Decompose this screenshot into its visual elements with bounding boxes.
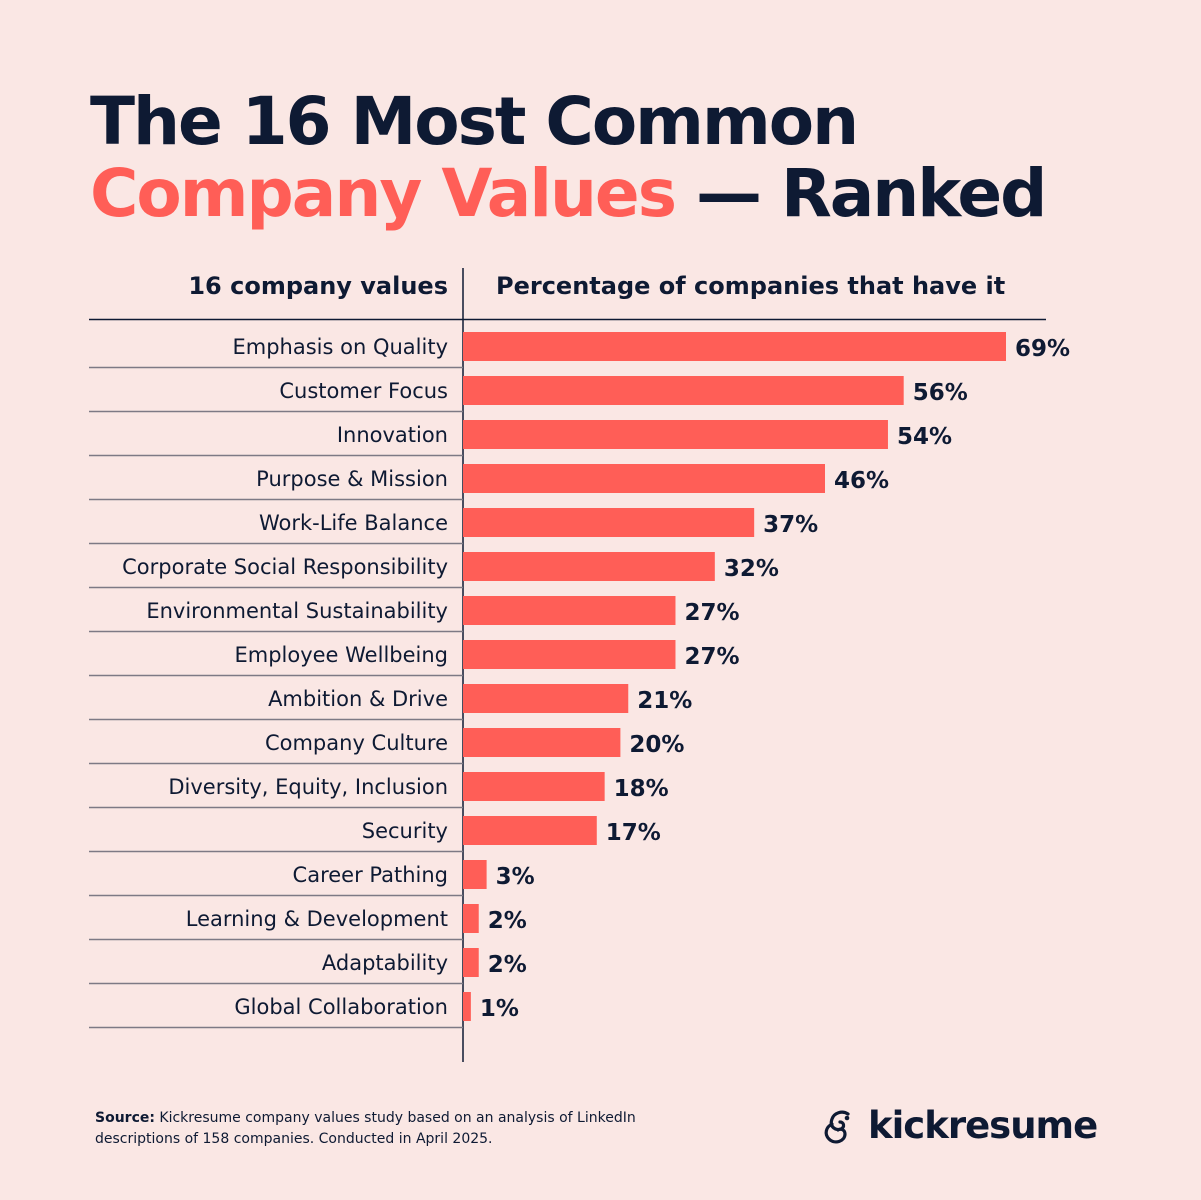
bar	[463, 948, 479, 977]
category-label: Ambition & Drive	[268, 687, 448, 711]
value-column-header: Percentage of companies that have it	[496, 272, 1006, 300]
title-rest: — Ranked	[674, 155, 1047, 232]
data-label: 2%	[488, 952, 527, 978]
data-label: 54%	[897, 424, 952, 450]
category-label: Customer Focus	[279, 379, 448, 403]
category-label: Purpose & Mission	[256, 467, 448, 491]
data-label: 3%	[496, 864, 535, 890]
category-label: Adaptability	[322, 951, 448, 975]
data-label: 21%	[637, 688, 692, 714]
category-label: Corporate Social Responsibility	[122, 555, 448, 579]
category-label: Global Collaboration	[234, 995, 448, 1019]
data-label: 20%	[629, 732, 684, 758]
chameleon-icon	[824, 1110, 850, 1143]
title-accent: Company Values	[90, 155, 677, 232]
title-line-1: The 16 Most Common	[90, 83, 859, 160]
data-label: 1%	[480, 996, 519, 1022]
data-label: 32%	[724, 556, 779, 582]
bar	[463, 596, 676, 625]
bar	[463, 728, 621, 757]
source-note: Source: Kickresume company values study …	[95, 1108, 715, 1150]
chart-title: The 16 Most Common Company Values — Rank…	[90, 83, 1047, 232]
bar	[463, 816, 597, 845]
bar	[463, 640, 676, 669]
bar	[463, 684, 629, 713]
data-label: 56%	[913, 380, 968, 406]
data-label: 27%	[684, 600, 739, 626]
category-label: Career Pathing	[293, 863, 448, 887]
category-label: Employee Wellbeing	[234, 643, 448, 667]
kickresume-logo: kickresume	[820, 1104, 1098, 1147]
category-column-header: 16 company values	[188, 272, 448, 300]
category-label: Security	[362, 819, 448, 843]
data-label: 17%	[606, 820, 661, 846]
bar	[463, 904, 479, 933]
data-label: 37%	[763, 512, 818, 538]
data-label: 18%	[614, 776, 669, 802]
bar	[463, 420, 888, 449]
bar	[463, 332, 1006, 361]
data-label: 46%	[834, 468, 889, 494]
category-label: Emphasis on Quality	[233, 335, 449, 359]
data-label: 2%	[488, 908, 527, 934]
brand-name: kickresume	[868, 1104, 1098, 1147]
source-label: Source:	[95, 1110, 155, 1126]
data-label: 69%	[1015, 336, 1070, 362]
category-label: Innovation	[337, 423, 448, 447]
bar	[463, 772, 605, 801]
bar	[463, 508, 755, 537]
bar	[463, 992, 471, 1021]
bar	[463, 376, 904, 405]
source-text: Kickresume company values study based on…	[95, 1110, 636, 1147]
category-label: Company Culture	[265, 731, 448, 755]
bar	[463, 552, 715, 581]
category-label: Learning & Development	[186, 907, 448, 931]
category-label: Work-Life Balance	[259, 511, 448, 535]
category-label: Environmental Sustainability	[146, 599, 448, 623]
bar	[463, 464, 825, 493]
data-label: 27%	[684, 644, 739, 670]
category-label: Diversity, Equity, Inclusion	[168, 775, 448, 799]
bar	[463, 860, 487, 889]
